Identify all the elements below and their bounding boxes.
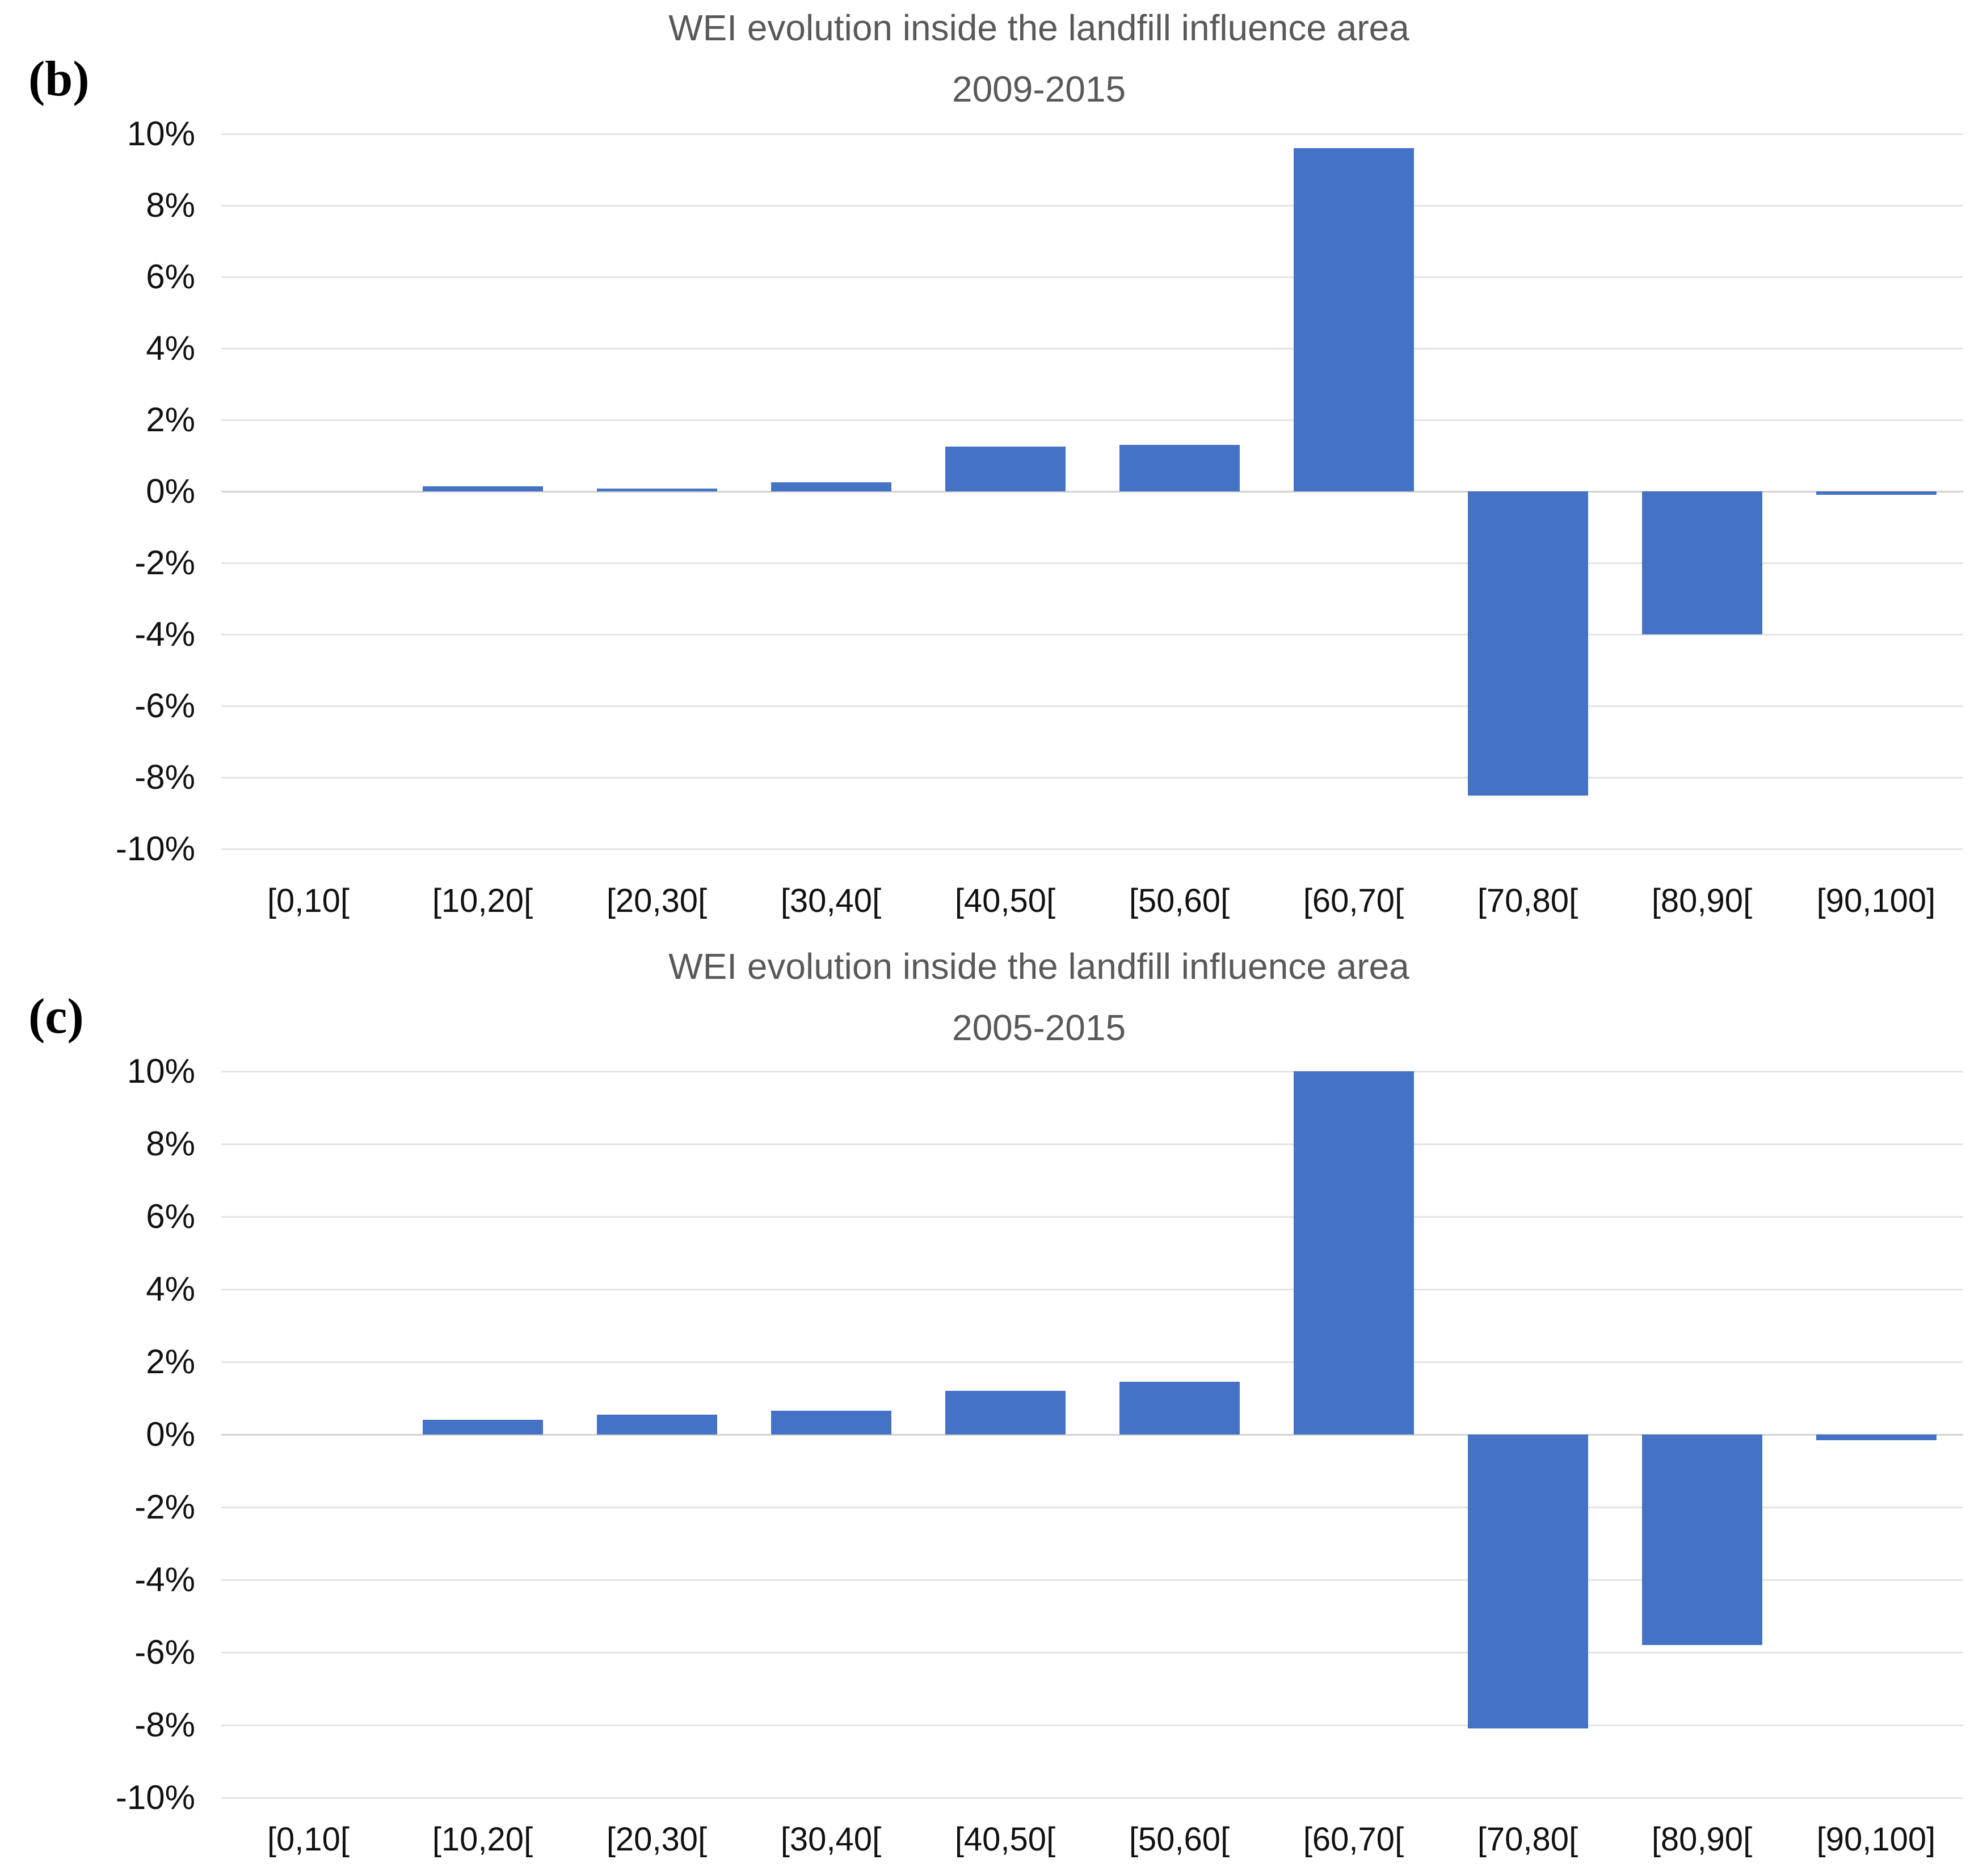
x-axis-category-label-b-[10,20[: [10,20[ — [432, 882, 533, 919]
gridline-c--6% — [221, 1651, 1963, 1654]
bar-c-[90,100] — [1816, 1435, 1937, 1440]
y-axis-tick-label-c-4%: 4% — [146, 1270, 195, 1308]
x-axis-category-label-b-[80,90[: [80,90[ — [1651, 882, 1753, 919]
bar-c-[50,60[ — [1119, 1382, 1240, 1435]
bar-c-[10,20[ — [422, 1420, 543, 1435]
bar-b-[20,30[ — [596, 488, 717, 491]
x-axis-category-label-c-[0,10[: [0,10[ — [267, 1821, 350, 1858]
gridline-c--4% — [221, 1579, 1963, 1581]
x-axis-category-label-b-[90,100]: [90,100] — [1816, 882, 1936, 919]
gridline-b--4% — [221, 633, 1963, 636]
chart-subtitle-b: 2009-2015 — [952, 69, 1126, 110]
bar-c-[30,40[ — [771, 1411, 891, 1435]
bar-c-[40,50[ — [945, 1391, 1066, 1435]
x-axis-category-label-b-[0,10[: [0,10[ — [267, 882, 350, 919]
bar-b-[80,90[ — [1641, 491, 1762, 634]
bar-c-[60,70[ — [1293, 1071, 1414, 1435]
x-axis-category-label-b-[40,50[: [40,50[ — [954, 882, 1056, 919]
bar-b-[40,50[ — [945, 447, 1066, 491]
bar-c-[80,90[ — [1641, 1435, 1762, 1646]
gridline-c--10% — [221, 1797, 1963, 1799]
x-axis-category-label-b-[30,40[: [30,40[ — [780, 882, 882, 919]
y-axis-tick-label-b--2%: -2% — [134, 544, 195, 582]
x-axis-category-label-b-[70,80[: [70,80[ — [1477, 882, 1578, 919]
x-axis-category-label-c-[80,90[: [80,90[ — [1651, 1821, 1753, 1858]
y-axis-tick-label-c-10%: 10% — [127, 1052, 195, 1090]
x-axis-category-label-b-[20,30[: [20,30[ — [606, 882, 708, 919]
bar-b-[70,80[ — [1467, 491, 1588, 796]
x-axis-category-label-c-[20,30[: [20,30[ — [606, 1821, 708, 1858]
bar-b-[30,40[ — [771, 482, 891, 491]
y-axis-tick-label-b-4%: 4% — [146, 329, 195, 367]
x-axis-category-label-c-[60,70[: [60,70[ — [1303, 1821, 1404, 1858]
gridline-b--6% — [221, 705, 1963, 707]
gridline-c-10% — [221, 1070, 1963, 1072]
x-axis-category-label-c-[90,100]: [90,100] — [1816, 1821, 1936, 1858]
y-axis-tick-label-b-6%: 6% — [146, 258, 195, 296]
gridline-b--2% — [221, 562, 1963, 564]
y-axis-tick-label-c-8%: 8% — [146, 1125, 195, 1163]
gridline-b--8% — [221, 776, 1963, 779]
x-axis-category-label-c-[10,20[: [10,20[ — [432, 1821, 533, 1858]
y-axis-tick-label-b-8%: 8% — [146, 186, 195, 224]
bar-b-[60,70[ — [1293, 148, 1414, 491]
gridline-b-6% — [221, 276, 1963, 278]
y-axis-tick-label-c--4%: -4% — [134, 1560, 195, 1599]
gridline-b-2% — [221, 419, 1963, 421]
zero-gridline-b-0% — [221, 490, 1963, 493]
bar-b-[50,60[ — [1119, 445, 1240, 491]
y-axis-tick-label-c--10%: -10% — [115, 1778, 195, 1816]
x-axis-category-label-c-[40,50[: [40,50[ — [954, 1821, 1056, 1858]
gridline-c-4% — [221, 1288, 1963, 1290]
gridline-b--10% — [221, 848, 1963, 850]
panel-label-b: (b) — [28, 52, 90, 107]
y-axis-tick-label-c-2%: 2% — [146, 1343, 195, 1381]
gridline-c--2% — [221, 1506, 1963, 1508]
gridline-c-6% — [221, 1215, 1963, 1218]
zero-gridline-c-0% — [221, 1433, 1963, 1436]
y-axis-tick-label-b-10%: 10% — [127, 115, 195, 153]
gridline-c--8% — [221, 1724, 1963, 1726]
panel-label-c: (c) — [28, 989, 84, 1044]
y-axis-tick-label-c--2%: -2% — [134, 1488, 195, 1526]
x-axis-category-label-c-[30,40[: [30,40[ — [780, 1821, 882, 1858]
y-axis-tick-label-b--10%: -10% — [115, 830, 195, 868]
chart-title-c: WEI evolution inside the landfill influe… — [668, 946, 1409, 987]
chart-subtitle-c: 2005-2015 — [952, 1007, 1126, 1048]
y-axis-tick-label-c-0%: 0% — [146, 1415, 195, 1453]
y-axis-tick-label-b--4%: -4% — [134, 615, 195, 653]
gridline-c-2% — [221, 1361, 1963, 1363]
bar-b-[10,20[ — [422, 486, 543, 491]
gridline-b-8% — [221, 204, 1963, 207]
y-axis-tick-label-b--6%: -6% — [134, 687, 195, 725]
x-axis-category-label-c-[50,60[: [50,60[ — [1129, 1821, 1230, 1858]
gridline-c-8% — [221, 1143, 1963, 1145]
x-axis-category-label-b-[50,60[: [50,60[ — [1129, 882, 1230, 919]
gridline-b-4% — [221, 347, 1963, 350]
gridline-b-10% — [221, 133, 1963, 135]
y-axis-tick-label-c-6%: 6% — [146, 1197, 195, 1235]
y-axis-tick-label-c--6%: -6% — [134, 1633, 195, 1671]
bar-c-[20,30[ — [596, 1414, 717, 1435]
bar-c-[70,80[ — [1467, 1435, 1588, 1729]
x-axis-category-label-c-[70,80[: [70,80[ — [1477, 1821, 1578, 1858]
y-axis-tick-label-b-0%: 0% — [146, 472, 195, 510]
y-axis-tick-label-c--8%: -8% — [134, 1706, 195, 1744]
y-axis-tick-label-b--8%: -8% — [134, 758, 195, 796]
x-axis-category-label-b-[60,70[: [60,70[ — [1303, 882, 1404, 919]
chart-title-b: WEI evolution inside the landfill influe… — [668, 7, 1409, 48]
bar-b-[90,100] — [1816, 491, 1937, 495]
y-axis-tick-label-b-2%: 2% — [146, 401, 195, 439]
